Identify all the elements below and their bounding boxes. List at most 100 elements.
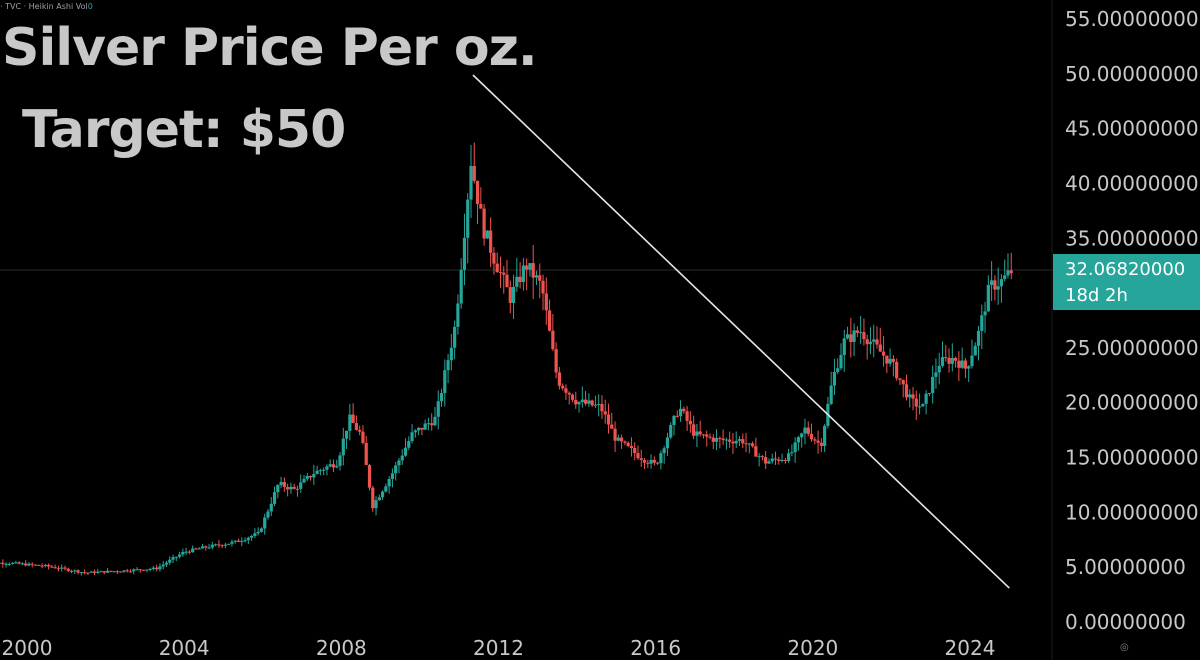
- candle-body: [433, 416, 437, 426]
- candle-body: [86, 572, 90, 574]
- candle-body: [901, 379, 905, 385]
- symbol-meta: · TVC · Heikin Ashi: [0, 2, 74, 11]
- candle-body: [950, 357, 954, 364]
- candle-body: [502, 272, 506, 275]
- candle-body: [315, 470, 319, 475]
- candle-body: [862, 332, 866, 340]
- candle-body: [757, 456, 761, 458]
- candle-body: [243, 540, 247, 542]
- candle-body: [171, 557, 175, 560]
- candle-body: [868, 341, 873, 345]
- candle-body: [214, 544, 218, 546]
- candle-body: [253, 533, 257, 537]
- candle-body: [708, 436, 712, 438]
- candle-body: [420, 427, 424, 430]
- candle-body: [888, 358, 892, 364]
- candle-body: [430, 423, 434, 426]
- candle-body: [168, 559, 172, 563]
- candle-body: [675, 415, 679, 417]
- candle-body: [449, 347, 453, 361]
- candle-body: [744, 443, 748, 445]
- candle-body: [731, 441, 735, 444]
- candle-body: [580, 399, 584, 403]
- current-price-value: 32.06820000: [1065, 259, 1186, 280]
- trendline[interactable]: [472, 74, 1010, 589]
- candle-body: [250, 536, 254, 538]
- candle-body: [659, 453, 663, 464]
- candle-body: [603, 411, 607, 415]
- candle-body: [960, 360, 964, 368]
- candle-body: [819, 442, 823, 446]
- candle-body: [289, 486, 293, 490]
- candle-body: [662, 448, 666, 454]
- candle-body: [734, 440, 738, 444]
- candle-body: [692, 424, 696, 436]
- y-tick-label: 25.00000000: [1065, 336, 1199, 360]
- candle-body: [705, 434, 709, 437]
- candle-body: [492, 252, 496, 264]
- candle-body: [685, 411, 689, 421]
- candle-body: [60, 567, 64, 569]
- candle-body: [367, 465, 372, 488]
- candle-body: [456, 303, 460, 327]
- candle-body: [328, 464, 332, 467]
- candle-body: [859, 332, 863, 334]
- candle-body: [701, 434, 706, 436]
- candle-body: [521, 265, 525, 283]
- candle-body: [4, 563, 8, 565]
- candle-body: [953, 357, 958, 361]
- candle-body: [963, 360, 968, 369]
- candle-body: [927, 393, 931, 395]
- y-tick-label: 35.00000000: [1065, 226, 1199, 250]
- candle-body: [302, 478, 306, 483]
- candle-body: [737, 439, 742, 441]
- candle-body: [50, 566, 54, 568]
- y-tick-label: 20.00000000: [1065, 391, 1199, 415]
- candle-body: [466, 199, 470, 238]
- candle-body: [855, 330, 859, 333]
- candle-body: [505, 274, 509, 288]
- candle-body: [210, 544, 214, 548]
- candle-body: [482, 208, 486, 239]
- candle-body: [148, 568, 152, 570]
- candle-body: [770, 458, 774, 462]
- y-tick-label: 15.00000000: [1065, 446, 1199, 470]
- candle-body: [410, 432, 414, 442]
- candle-body: [204, 546, 208, 548]
- y-tick-label: 50.00000000: [1065, 62, 1199, 86]
- candle-body: [377, 497, 381, 501]
- candle-body: [344, 430, 349, 439]
- candle-body: [714, 437, 719, 442]
- y-tick-label: 5.00000000: [1065, 555, 1186, 579]
- candle-body: [895, 361, 899, 379]
- candle-body: [37, 564, 41, 566]
- candle-body: [813, 439, 817, 441]
- volume-value: 0: [87, 2, 93, 11]
- candle-body: [842, 338, 846, 356]
- price-axis[interactable]: 0.00000000 5.00000000 10.00000000 15.000000…: [1065, 7, 1199, 634]
- time-axis[interactable]: 2000 2004 2008 2012 2016 2020 2024: [2, 636, 996, 660]
- candle-body: [426, 423, 431, 425]
- chart-settings-icon[interactable]: ◎: [1120, 642, 1129, 653]
- candle-body: [89, 571, 93, 573]
- candle-body: [947, 358, 951, 364]
- candle-body: [0, 562, 2, 564]
- candle-body: [534, 275, 539, 278]
- candle-body: [980, 315, 984, 331]
- candle-series: [0, 142, 1013, 576]
- candle-body: [809, 433, 814, 440]
- candle-body: [623, 441, 627, 443]
- candle-body: [600, 403, 604, 412]
- candle-body: [459, 269, 463, 304]
- candle-body: [115, 571, 119, 573]
- candle-body: [1003, 275, 1007, 280]
- candle-body: [7, 563, 11, 565]
- candle-body: [646, 462, 650, 464]
- candle-body: [318, 470, 322, 472]
- candle-body: [43, 564, 47, 567]
- candle-body: [158, 566, 162, 570]
- candle-body: [76, 570, 80, 573]
- candle-body: [583, 399, 588, 404]
- candle-body: [613, 428, 617, 441]
